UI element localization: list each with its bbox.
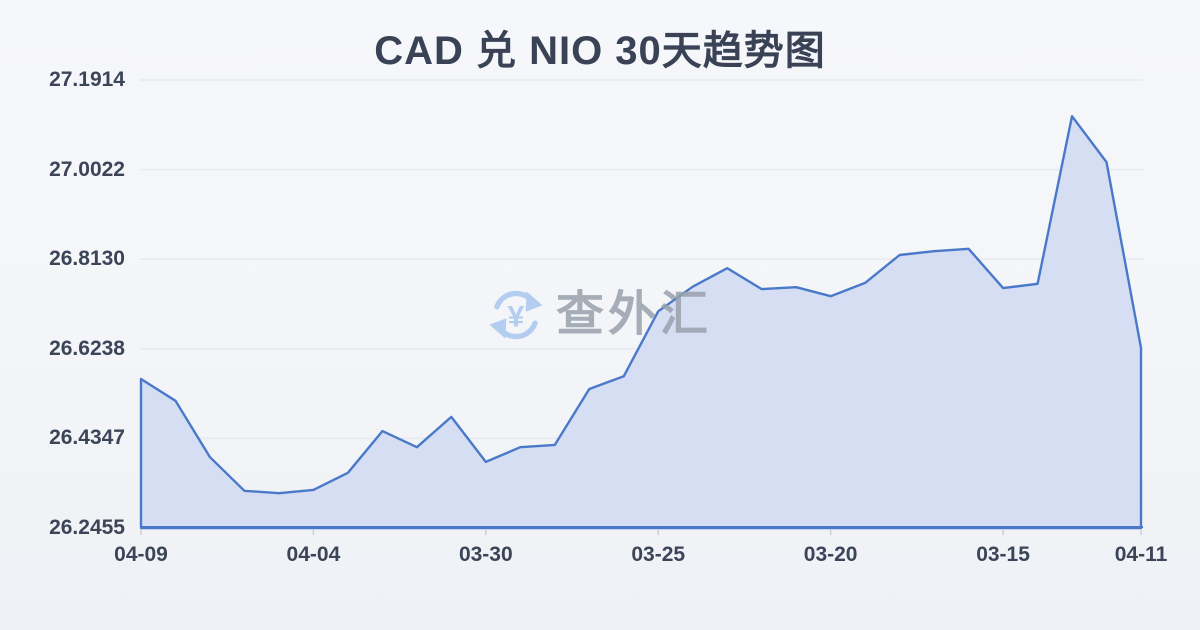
currency-exchange-icon: ¥ xyxy=(489,290,543,340)
y-tick-label: 26.8130 xyxy=(49,247,125,271)
svg-text:¥: ¥ xyxy=(508,300,525,333)
x-tick-label: 03-30 xyxy=(458,543,513,566)
y-tick-label: 26.2455 xyxy=(49,516,125,539)
chart-title: CAD 兑 NIO 30天趋势图 xyxy=(374,29,826,73)
x-tick-label: 04-04 xyxy=(286,543,341,566)
x-tick-label: 03-25 xyxy=(631,543,686,566)
watermark: ¥ 查外汇 xyxy=(487,286,712,344)
x-tick-label: 03-15 xyxy=(976,543,1030,566)
x-tick-label: 04-11 xyxy=(1114,543,1168,566)
watermark-label: 查外汇 xyxy=(556,288,713,341)
x-tick-label: 04-09 xyxy=(114,543,168,566)
y-tick-label: 27.1914 xyxy=(49,68,125,91)
y-tick-label: 27.0022 xyxy=(49,157,125,181)
x-tick-label: 03-20 xyxy=(803,543,858,566)
y-tick-label: 26.6238 xyxy=(49,336,125,360)
y-tick-label: 26.4347 xyxy=(49,426,125,450)
